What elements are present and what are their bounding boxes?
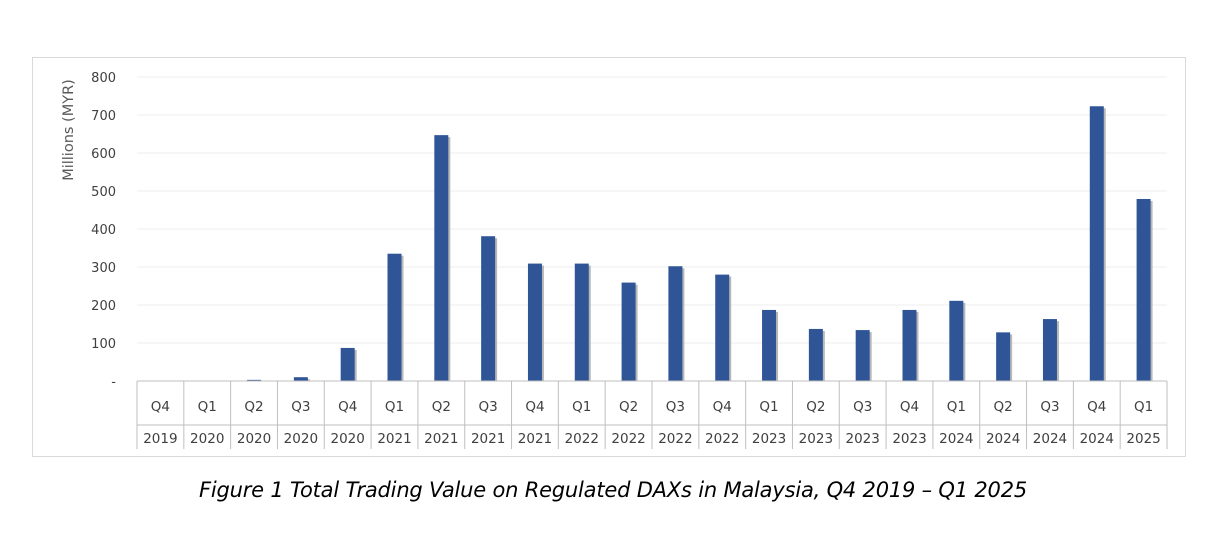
x-tick-year: 2021: [377, 431, 411, 447]
x-tick-quarter: Q4: [713, 399, 732, 415]
bars: [247, 106, 1153, 381]
x-tick-year: 2020: [331, 431, 365, 447]
x-tick-year: 2023: [799, 431, 833, 447]
x-tick-quarter: Q1: [572, 399, 591, 415]
bar: [715, 274, 730, 381]
bar: [387, 253, 402, 381]
x-tick-year: 2024: [1033, 431, 1067, 447]
x-tick-year: 2024: [986, 431, 1020, 447]
x-tick-quarter: Q3: [1040, 399, 1059, 415]
x-tick-year: 2025: [1126, 431, 1160, 447]
x-tick-quarter: Q3: [479, 399, 498, 415]
x-tick-year: 2022: [658, 431, 692, 447]
x-tick-quarter: Q1: [947, 399, 966, 415]
y-tick-label: 500: [91, 185, 116, 200]
x-tick-year: 2023: [892, 431, 926, 447]
x-tick-year: 2022: [611, 431, 645, 447]
bar: [902, 309, 917, 381]
x-tick-quarter: Q2: [432, 399, 451, 415]
bar: [1042, 319, 1057, 381]
bar: [1089, 106, 1104, 381]
x-tick-quarter: Q1: [198, 399, 217, 415]
bar: [621, 282, 636, 381]
x-tick-quarter: Q2: [806, 399, 825, 415]
x-tick-quarter: Q1: [385, 399, 404, 415]
bar: [527, 263, 542, 381]
x-tick-quarter: Q2: [619, 399, 638, 415]
y-axis-label: Millions (MYR): [61, 79, 77, 181]
x-tick-year: 2023: [846, 431, 880, 447]
y-tick-label: 600: [91, 147, 116, 162]
y-tick-label: 100: [91, 337, 116, 352]
bar: [949, 300, 964, 381]
x-tick-quarter: Q1: [1134, 399, 1153, 415]
bar: [1136, 198, 1151, 381]
bar: [668, 266, 683, 381]
x-tick-year: 2021: [471, 431, 505, 447]
gridlines: [137, 76, 1167, 344]
x-tick-quarter: Q3: [666, 399, 685, 415]
bar: [434, 135, 449, 381]
chart-frame: [32, 57, 1186, 457]
y-tick-label: 700: [91, 109, 116, 124]
bar: [996, 332, 1011, 381]
x-tick-year: 2024: [939, 431, 973, 447]
x-tick-quarter: Q4: [525, 399, 544, 415]
bar: [574, 263, 589, 381]
bar: [247, 379, 262, 381]
x-tick-year: 2024: [1080, 431, 1114, 447]
x-tick-quarter: Q4: [1087, 399, 1106, 415]
bar-chart: - 100 200 300 400 500 600 700 800 Q4 2019 Q1 2020 Q2…: [61, 71, 1168, 449]
y-axis-ticks: - 100 200 300 400 500 600 700 800: [91, 71, 116, 390]
x-tick-year: 2020: [237, 431, 271, 447]
x-tick-quarter: Q2: [994, 399, 1013, 415]
x-tick-quarter: Q4: [151, 399, 170, 415]
x-tick-quarter: Q4: [338, 399, 357, 415]
bar: [293, 377, 308, 381]
x-tick-year: 2022: [705, 431, 739, 447]
x-tick-year: 2020: [190, 431, 224, 447]
x-tick-year: 2021: [424, 431, 458, 447]
x-tick-year: 2021: [518, 431, 552, 447]
bar: [808, 328, 823, 381]
y-tick-label: 800: [91, 71, 116, 86]
x-tick-quarter: Q3: [853, 399, 872, 415]
y-tick-label: -: [111, 375, 116, 390]
bar: [481, 236, 496, 381]
bar: [855, 330, 870, 381]
x-tick-year: 2022: [565, 431, 599, 447]
x-axis: Q4 2019 Q1 2020 Q2 2020 Q3 2020 Q4 2020 Q1 2021 Q2 20…: [136, 380, 1168, 449]
x-tick-year: 2023: [752, 431, 786, 447]
x-tick-quarter: Q4: [900, 399, 919, 415]
y-tick-label: 300: [91, 261, 116, 276]
x-tick-quarter: Q2: [244, 399, 263, 415]
x-tick-quarter: Q3: [291, 399, 310, 415]
y-tick-label: 200: [91, 299, 116, 314]
x-tick-year: 2019: [143, 431, 177, 447]
x-tick-year: 2020: [284, 431, 318, 447]
bar: [340, 347, 355, 381]
bar: [762, 309, 777, 381]
x-tick-quarter: Q1: [759, 399, 778, 415]
figure-caption: Figure 1 Total Trading Value on Regulate…: [198, 478, 1028, 502]
y-tick-label: 400: [91, 223, 116, 238]
